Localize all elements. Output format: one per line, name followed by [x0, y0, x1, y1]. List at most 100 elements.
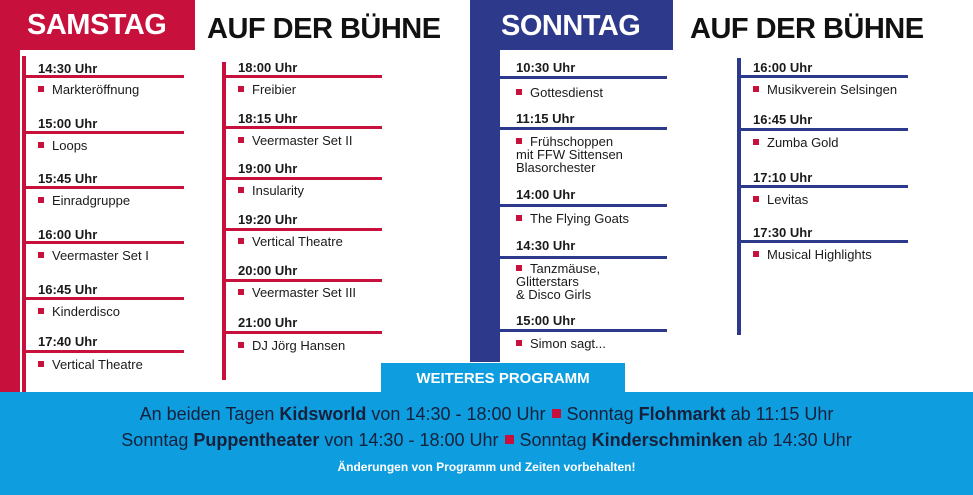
saturday-stage-title: AUF DER BÜHNE [207, 13, 441, 45]
time-label: 20:00 Uhr [238, 263, 298, 278]
footer-text: von 14:30 - 18:00 Uhr [319, 430, 499, 450]
bullet-square-icon [38, 252, 44, 258]
time-label: 11:15 Uhr [516, 111, 575, 126]
divider-line [22, 186, 184, 189]
bullet-square-icon [238, 342, 244, 348]
saturday-schedule-column-1: 14:30 Uhr Markteröffnung 15:00 Uhr Loops 15:… [22, 50, 184, 392]
divider-line [500, 127, 667, 130]
bullet-square-icon [38, 197, 44, 203]
footer-text: Sonntag [519, 430, 592, 450]
act-item: Vertical Theatre [38, 358, 143, 371]
footer-highlight: Puppentheater [193, 430, 320, 450]
timeline-line [22, 56, 26, 392]
saturday-schedule-column-2: 18:00 Uhr Freibier 18:15 Uhr Veermaster Set… [222, 50, 382, 380]
footer-text: Sonntag [566, 404, 639, 424]
divider-line [737, 185, 908, 188]
time-label: 19:20 Uhr [238, 212, 298, 227]
act-item: Levitas [753, 193, 808, 206]
footer-text: ab 11:15 Uhr [725, 404, 834, 424]
sunday-heading: SONNTAG [470, 0, 673, 50]
act-item: Loops [38, 139, 87, 152]
bullet-square-icon [238, 187, 244, 193]
bullet-square-icon [753, 251, 759, 257]
timeline-line [737, 58, 741, 335]
act-name: Markteröffnung [52, 82, 140, 97]
footer-line-2: Sonntag Puppentheater von 14:30 - 18:00 … [0, 430, 973, 451]
divider-line [222, 279, 382, 282]
divider-line [500, 76, 667, 79]
bullet-square-icon [753, 139, 759, 145]
time-label: 15:00 Uhr [516, 313, 576, 328]
footer-text: Sonntag [121, 430, 194, 450]
bullet-square-icon [38, 308, 44, 314]
time-label: 17:30 Uhr [753, 225, 813, 240]
footer-band [0, 392, 973, 495]
act-item: Veermaster Set I [38, 249, 149, 262]
time-label: 15:45 Uhr [38, 171, 98, 186]
time-label: 17:10 Uhr [753, 170, 813, 185]
act-item: Einradgruppe [38, 194, 130, 207]
bullet-square-icon [238, 86, 244, 92]
act-item: Musikverein Selsingen [753, 83, 897, 96]
act-item: Musical Highlights [753, 248, 872, 261]
act-name: Freibier [252, 82, 297, 97]
divider-line [22, 297, 184, 300]
sunday-side-bar [470, 0, 500, 362]
act-item: Gottesdienst [516, 86, 603, 99]
divider-line [22, 75, 184, 78]
divider-line [222, 177, 382, 180]
sunday-schedule-column-1: 10:30 Uhr Gottesdienst 11:15 Uhr Frühschopp… [500, 50, 667, 362]
footer-line-1: An beiden Tagen Kidsworld von 14:30 - 18… [0, 404, 973, 425]
time-label: 21:00 Uhr [238, 315, 298, 330]
time-label: 14:30 Uhr [38, 61, 98, 76]
time-label: 10:30 Uhr [516, 60, 576, 75]
footer-text: An beiden Tagen [139, 404, 280, 424]
act-item: Kinderdisco [38, 305, 120, 318]
act-name: Kinderdisco [52, 304, 120, 319]
divider-line [222, 126, 382, 129]
act-item: Zumba Gold [753, 136, 839, 149]
bullet-square-icon [516, 215, 522, 221]
act-item: Markteröffnung [38, 83, 139, 96]
act-item: Veermaster Set II [238, 134, 352, 147]
act-name: Zumba Gold [767, 135, 839, 150]
act-name: Veermaster Set II [252, 133, 353, 148]
bullet-square-icon [753, 86, 759, 92]
act-name: Gottesdienst [530, 85, 603, 100]
footer-highlight: Flohmarkt [638, 404, 726, 424]
bullet-square-icon [238, 289, 244, 295]
divider-line [222, 228, 382, 231]
act-name: Levitas [767, 192, 809, 207]
time-label: 16:45 Uhr [753, 112, 813, 127]
act-name: DJ Jörg Hansen [252, 338, 346, 353]
bullet-square-icon [238, 238, 244, 244]
footer-highlight: Kinderschminken [591, 430, 743, 450]
separator-square-icon [504, 435, 514, 444]
divider-line [737, 75, 908, 78]
divider-line [22, 241, 184, 244]
disclaimer-note: Änderungen von Programm und Zeiten vorbe… [337, 460, 636, 474]
footer-highlight: Kidsworld [279, 404, 367, 424]
time-label: 14:30 Uhr [516, 238, 576, 253]
act-item: Tanzmäuse, Glitterstars & Disco Girls [516, 262, 600, 301]
time-label: 19:00 Uhr [238, 161, 298, 176]
divider-line [500, 329, 667, 332]
act-name: Musikverein Selsingen [767, 82, 898, 97]
act-name: Insularity [252, 183, 305, 198]
act-name: Vertical Theatre [252, 234, 343, 249]
bullet-square-icon [516, 89, 522, 95]
divider-line [22, 131, 184, 134]
time-label: 16:00 Uhr [38, 227, 98, 242]
saturday-heading: SAMSTAG [0, 0, 195, 50]
act-name: Vertical Theatre [52, 357, 143, 372]
act-item: Frühschoppen mit FFW Sittensen Blasorche… [516, 135, 623, 174]
act-name: Veermaster Set I [52, 248, 149, 263]
act-name: Musical Highlights [767, 247, 872, 262]
act-name: Einradgruppe [52, 193, 131, 208]
time-label: 16:45 Uhr [38, 282, 98, 297]
saturday-side-bar [0, 0, 20, 392]
bullet-square-icon [516, 138, 522, 144]
divider-line [222, 331, 382, 334]
act-name: Loops [52, 138, 88, 153]
divider-line [500, 256, 667, 259]
